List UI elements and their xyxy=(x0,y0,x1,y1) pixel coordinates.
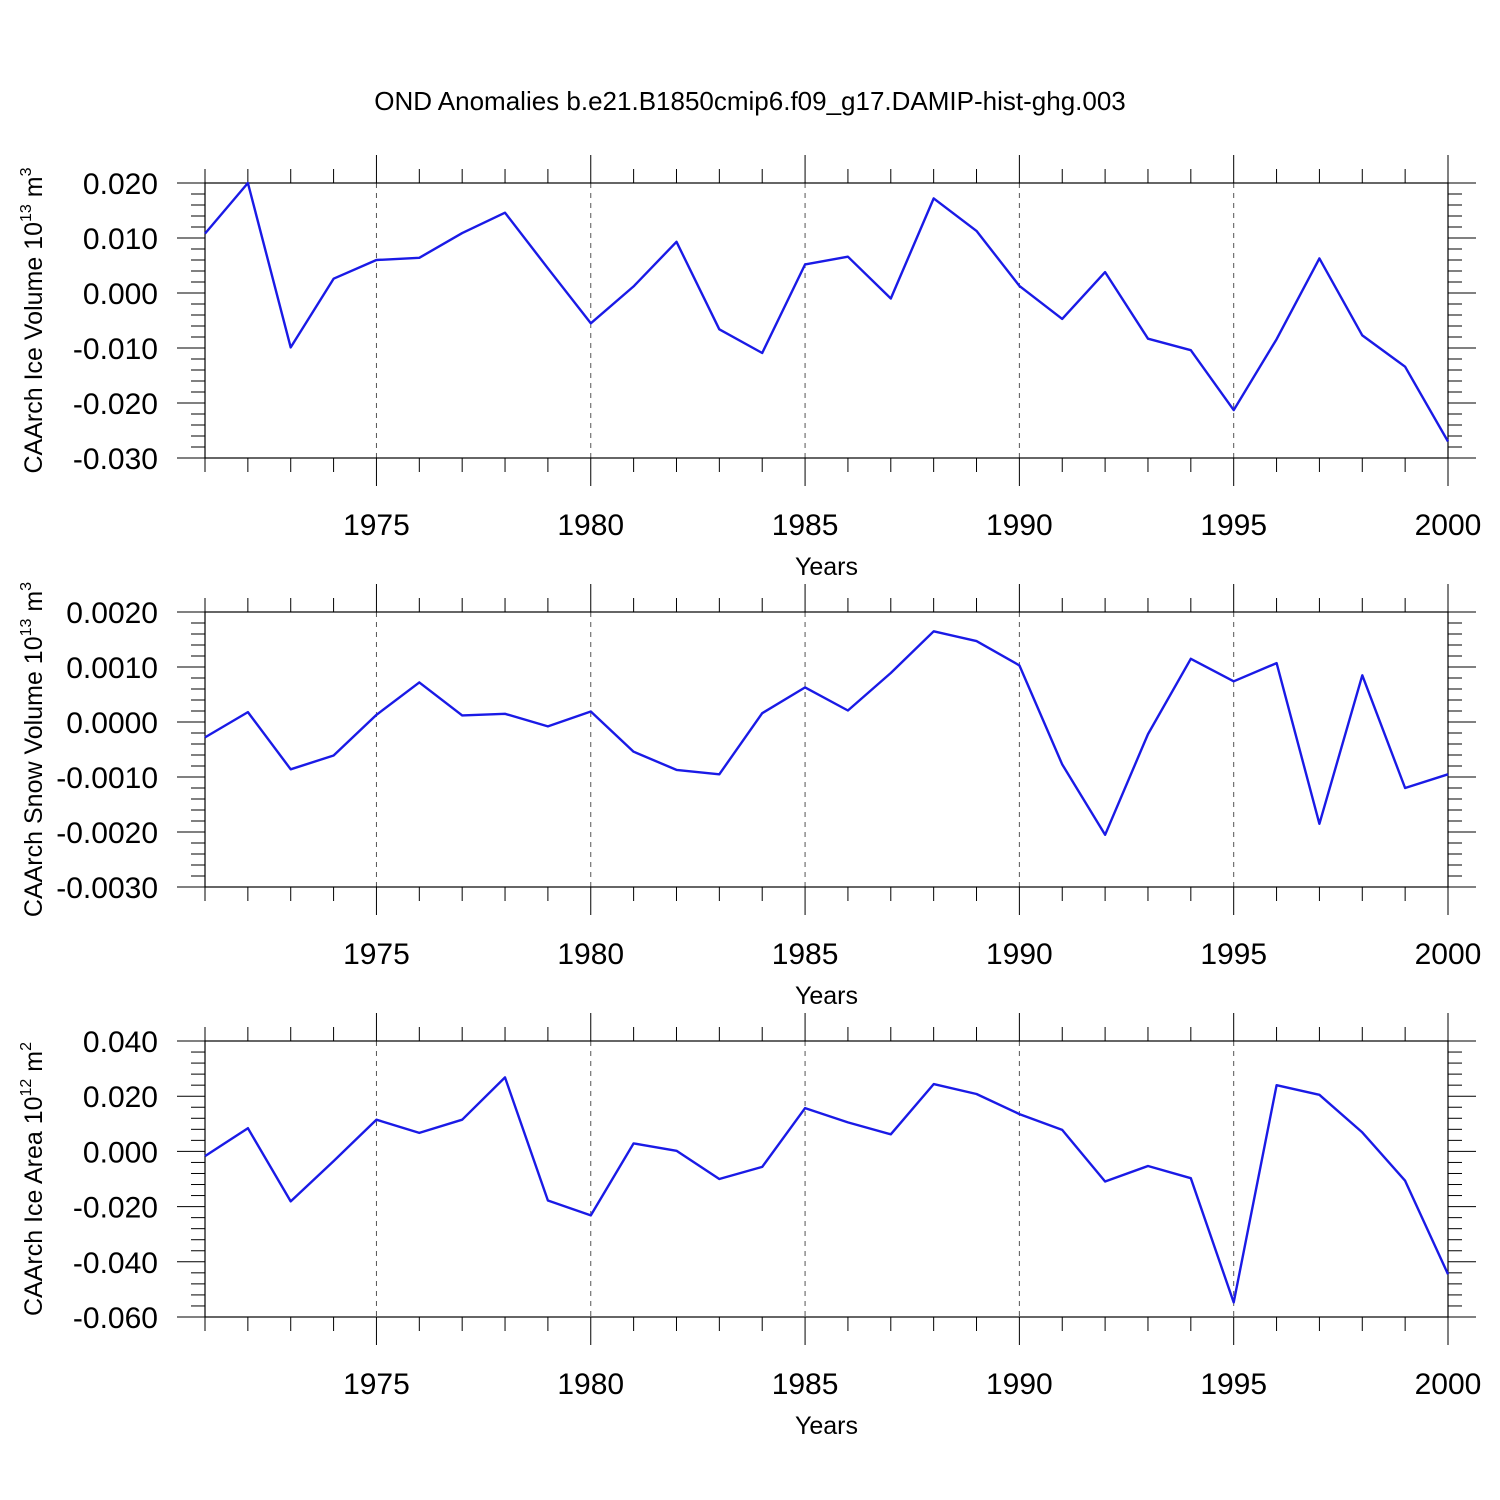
figure-title: OND Anomalies b.e21.B1850cmip6.f09_g17.D… xyxy=(374,86,1126,116)
series-line xyxy=(204,630,1449,836)
y-axis-label-unit-exponent: 3 xyxy=(18,167,35,176)
y-tick-label: 0.0010 xyxy=(66,652,158,685)
x-tick-label: 1985 xyxy=(772,938,839,971)
y-tick-label: 0.0020 xyxy=(66,597,158,630)
y-axis-label-text: CAArch Ice Area 10 xyxy=(20,1096,48,1316)
y-tick-label: 0.020 xyxy=(83,168,158,201)
y-tick-label: 0.040 xyxy=(83,1026,158,1059)
panel-ice-volume: 1975 1980 1985 1990 1995 2000 Years -0.030 -0.02… xyxy=(18,155,1481,581)
plot-frame xyxy=(204,182,1449,459)
x-tick-label: 1995 xyxy=(1200,1368,1267,1401)
y-tick-label: -0.020 xyxy=(73,1192,158,1225)
x-tick-label: 1990 xyxy=(986,1368,1053,1401)
x-tick-label: 1980 xyxy=(557,509,624,542)
x-tick-label: 1995 xyxy=(1200,509,1267,542)
x-tick-label: 1995 xyxy=(1200,938,1267,971)
plot-frame xyxy=(204,1040,1449,1318)
x-tick-label: 2000 xyxy=(1415,509,1482,542)
x-tick-label: 1975 xyxy=(343,938,410,971)
y-tick-label: -0.030 xyxy=(73,443,158,476)
y-tick-label: -0.040 xyxy=(73,1247,158,1280)
x-tick-label: 2000 xyxy=(1415,938,1482,971)
y-tick-label: 0.0000 xyxy=(66,707,158,740)
panel-ice-area: 1975 1980 1985 1990 1995 2000 Years -0.060 -0.04… xyxy=(18,1013,1481,1440)
panel-snow-volume: 1975 1980 1985 1990 1995 2000 Years -0.0030 -0.0… xyxy=(18,582,1481,1010)
y-tick-label: -0.010 xyxy=(73,333,158,366)
y-tick-label: 0.020 xyxy=(83,1081,158,1114)
y-axis-label: CAArch Ice Volume 1013 m3 xyxy=(18,167,48,473)
x-axis-label: Years xyxy=(795,553,858,581)
x-tick-label: 2000 xyxy=(1415,1368,1482,1401)
y-axis-label-text: CAArch Ice Volume 10 xyxy=(20,222,48,474)
y-axis-label-exponent: 12 xyxy=(18,1079,35,1097)
y-axis-label-exponent: 13 xyxy=(18,204,35,222)
y-tick-label: 0.010 xyxy=(83,223,158,256)
y-tick-label: 0.000 xyxy=(83,1136,158,1169)
y-axis-label-unit-exponent: 3 xyxy=(18,582,35,591)
y-tick-label: -0.0010 xyxy=(56,762,158,795)
y-tick-label: -0.020 xyxy=(73,388,158,421)
y-tick-label: -0.0020 xyxy=(56,817,158,850)
x-tick-label: 1975 xyxy=(343,1368,410,1401)
y-axis-label-unit: m xyxy=(20,176,48,204)
y-tick-label: -0.060 xyxy=(73,1302,158,1335)
x-axis-label: Years xyxy=(795,1412,858,1440)
x-axis-label: Years xyxy=(795,982,858,1010)
series-line xyxy=(204,1076,1450,1304)
plot-frame xyxy=(204,611,1449,888)
y-tick-label: 0.000 xyxy=(83,278,158,311)
series-line xyxy=(204,181,1450,443)
x-tick-label: 1990 xyxy=(986,938,1053,971)
x-tick-label: 1980 xyxy=(557,1368,624,1401)
x-tick-label: 1985 xyxy=(772,509,839,542)
y-axis-label-text: CAArch Snow Volume 10 xyxy=(20,636,48,917)
y-axis-label: CAArch Ice Area 1012 m2 xyxy=(18,1042,48,1316)
x-tick-label: 1985 xyxy=(772,1368,839,1401)
y-axis-label: CAArch Snow Volume 1013 m3 xyxy=(18,582,48,917)
x-tick-label: 1990 xyxy=(986,509,1053,542)
y-axis-label-unit-exponent: 2 xyxy=(18,1042,35,1051)
y-tick-label: -0.0030 xyxy=(56,872,158,905)
y-axis-label-unit: m xyxy=(20,591,48,619)
y-axis-label-exponent: 13 xyxy=(18,618,35,636)
x-tick-label: 1980 xyxy=(557,938,624,971)
x-tick-label: 1975 xyxy=(343,509,410,542)
y-axis-label-unit: m xyxy=(20,1051,48,1079)
